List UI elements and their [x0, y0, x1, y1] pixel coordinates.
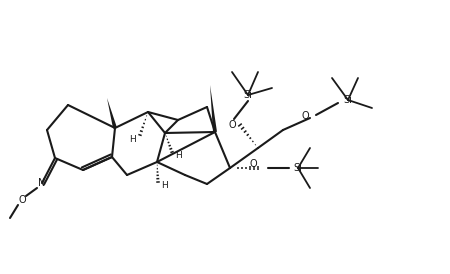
Text: H: H: [176, 152, 182, 161]
Text: H: H: [162, 181, 168, 190]
Text: Si: Si: [243, 90, 252, 100]
Text: O: O: [18, 195, 26, 205]
Text: H: H: [130, 135, 136, 144]
Text: O: O: [228, 120, 236, 130]
Text: O: O: [301, 111, 309, 121]
Text: O: O: [249, 159, 257, 169]
Polygon shape: [210, 85, 217, 132]
Text: N: N: [38, 178, 46, 188]
Polygon shape: [107, 98, 117, 129]
Text: Si: Si: [293, 163, 302, 173]
Text: Si: Si: [343, 95, 352, 105]
